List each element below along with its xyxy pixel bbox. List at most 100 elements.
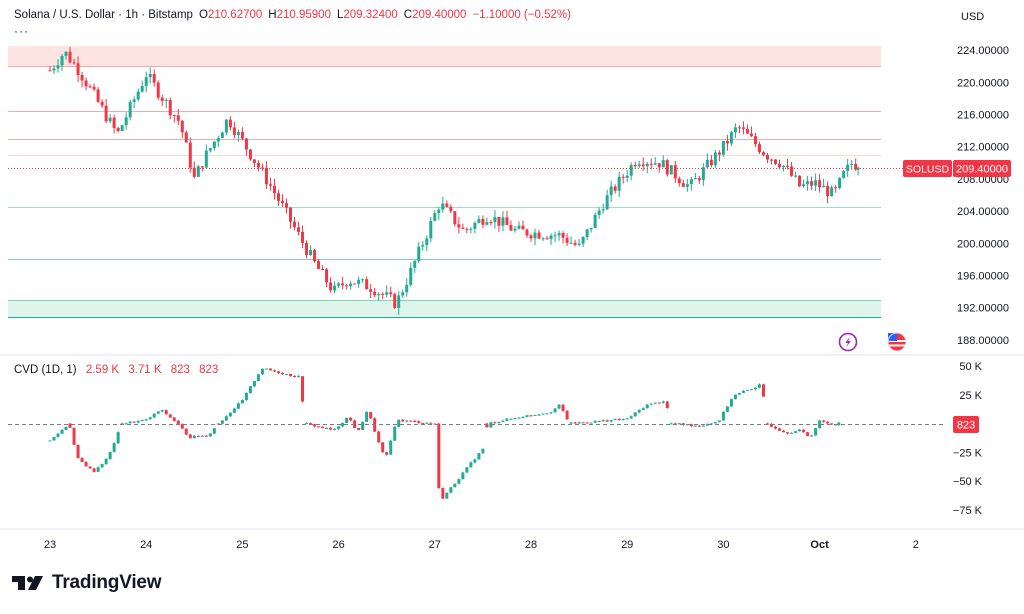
price-axis-tick: 220.00000 (957, 77, 1009, 89)
candle (297, 227, 301, 232)
cvd-candle (293, 375, 297, 377)
candle (108, 117, 112, 122)
candle (345, 285, 349, 287)
cvd-candle (409, 420, 413, 422)
cvd-candle (806, 432, 810, 437)
cvd-candle (333, 428, 337, 430)
cvd-candle (673, 423, 677, 425)
cvd-candle (509, 418, 513, 420)
cvd-candle (84, 462, 88, 467)
cvd-candle (709, 423, 713, 425)
close-label: C (403, 9, 413, 21)
candle (389, 292, 393, 295)
symbol-title[interactable]: Solana / U.S. Dollar · 1h · Bitstamp (14, 9, 193, 21)
candle (148, 73, 152, 78)
cvd-candle (713, 422, 717, 424)
cvd-value: 823 (199, 364, 219, 376)
candle (60, 55, 64, 66)
candle (617, 176, 621, 191)
cvd-candle (569, 422, 573, 424)
cvd-title[interactable]: CVD (1D, 1) (14, 364, 77, 376)
currency-label[interactable]: USD (961, 11, 985, 23)
cvd-candle (168, 414, 172, 418)
candle (661, 160, 665, 168)
candle (405, 284, 409, 293)
level-zones (8, 46, 881, 318)
candle (685, 184, 689, 187)
cvd-candle (790, 432, 794, 434)
candle (264, 167, 268, 185)
cvd-candle (172, 417, 176, 421)
cvd-candle (561, 404, 565, 411)
tradingview-logo[interactable]: TradingView (12, 572, 162, 594)
candle (341, 283, 345, 286)
cvd-candle (597, 420, 601, 422)
cvd-candle (100, 464, 104, 468)
candle (268, 184, 272, 186)
candle (140, 86, 144, 92)
cvd-candle (140, 420, 144, 422)
cvd-candle (417, 421, 421, 423)
cvd-candle (445, 492, 449, 499)
candle (397, 295, 401, 308)
cvd-candle (208, 433, 212, 437)
cvd-candle (493, 422, 497, 424)
candle (814, 180, 818, 186)
grid (0, 354, 1024, 530)
candle (565, 237, 569, 243)
axes: 224.00000220.00000216.00000212.00000208.… (44, 45, 1009, 551)
candle (589, 227, 593, 230)
candle (52, 68, 56, 71)
cvd-candle (297, 376, 301, 378)
candle (517, 225, 521, 229)
cvd-candle (236, 403, 240, 409)
cvd-badge-text: 823 (957, 420, 975, 432)
high-value: 210.95900 (276, 9, 331, 21)
candle (489, 222, 493, 224)
cvd-candle (72, 427, 76, 445)
time-axis-tick: 30 (717, 539, 729, 551)
cvd-candle (204, 435, 208, 437)
candle (445, 203, 449, 207)
candle (854, 163, 858, 170)
cvd-candle (196, 435, 200, 437)
cvd-candle (721, 411, 725, 421)
cvd-candle (188, 434, 192, 439)
candle (361, 279, 365, 281)
candle (485, 222, 489, 225)
cvd-candle (565, 410, 569, 420)
symbol-badge[interactable] (903, 160, 952, 177)
candle (806, 181, 810, 185)
cvd-candle (80, 458, 84, 463)
cvd-candle (517, 417, 521, 419)
candle (822, 185, 826, 188)
candle (180, 120, 184, 133)
cvd-candle (369, 411, 373, 419)
candle (136, 91, 140, 100)
candle (393, 294, 397, 308)
candle (561, 232, 565, 238)
candle (461, 227, 465, 229)
candle (761, 152, 765, 155)
candle (577, 243, 581, 245)
cvd-candle (625, 418, 629, 420)
more-dots-icon[interactable]: ··· (14, 24, 29, 38)
candle (669, 165, 673, 175)
cvd-candle (461, 472, 465, 480)
cvd-candle (313, 424, 317, 427)
candle (713, 152, 717, 166)
lightning-icon[interactable] (838, 332, 858, 352)
cvd-header: CVD (1D, 1) 2.59 K 3.71 K 823 823 (14, 364, 224, 376)
cvd-candle (553, 408, 557, 413)
price-axis-tick: 188.00000 (957, 335, 1009, 347)
candle (337, 283, 341, 286)
us-flag-icon[interactable] (887, 332, 907, 352)
cvd-candle (389, 440, 393, 455)
cvd-candle (124, 423, 128, 425)
cvd-candle (160, 410, 164, 412)
cvd-candle (449, 487, 453, 493)
candle (529, 235, 533, 239)
time-axis-tick: 29 (621, 539, 633, 551)
candle (786, 165, 790, 167)
cvd-candle (786, 432, 790, 434)
